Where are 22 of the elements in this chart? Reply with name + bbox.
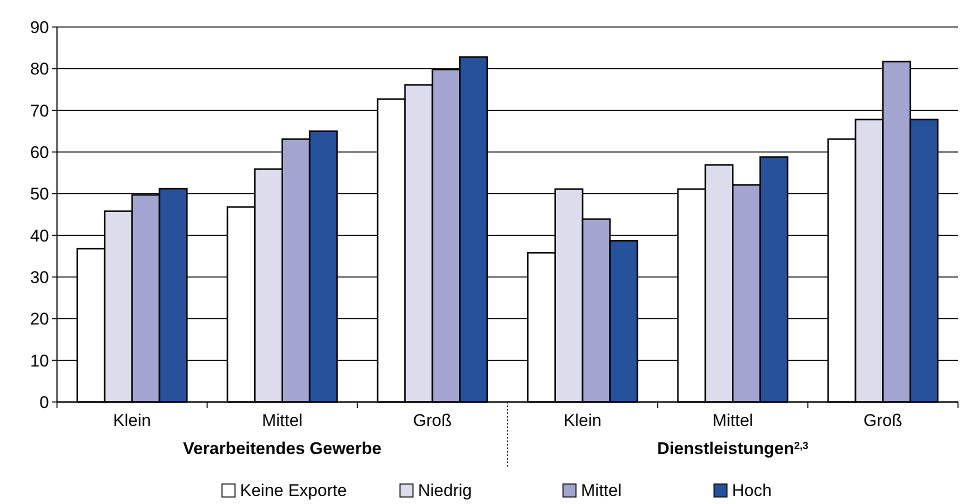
y-tick-label: 70 bbox=[30, 101, 49, 120]
y-tick-label: 60 bbox=[30, 142, 49, 162]
legend-label: Hoch bbox=[732, 481, 772, 500]
y-tick-label: 20 bbox=[30, 310, 49, 329]
x-tick-label: Klein bbox=[113, 411, 151, 430]
y-tick-label: 40 bbox=[30, 226, 49, 246]
x-tick-label: Klein bbox=[564, 411, 602, 430]
y-tick-label: 30 bbox=[30, 268, 49, 287]
x-tick-label: Groß bbox=[413, 411, 452, 430]
y-tick-label: 80 bbox=[30, 60, 49, 79]
x-tick-label: Mittel bbox=[262, 411, 303, 430]
text: Dienstleistungen$^{2,3}$ bbox=[657, 439, 809, 458]
y-tick-label: 0 bbox=[40, 392, 49, 412]
y-tick-label: 10 bbox=[30, 351, 49, 370]
legend-label: Keine Exporte bbox=[240, 481, 347, 500]
x-tick-label: Groß bbox=[864, 411, 902, 430]
legend-label: Mittel bbox=[581, 481, 622, 500]
legend-label: Niedrig bbox=[418, 481, 472, 500]
y-tick-label: 50 bbox=[30, 184, 49, 204]
text: Verarbeitendes Gewerbe bbox=[183, 439, 382, 458]
x-tick-label: Mittel bbox=[712, 411, 754, 430]
y-tick-label: 90 bbox=[30, 18, 49, 37]
